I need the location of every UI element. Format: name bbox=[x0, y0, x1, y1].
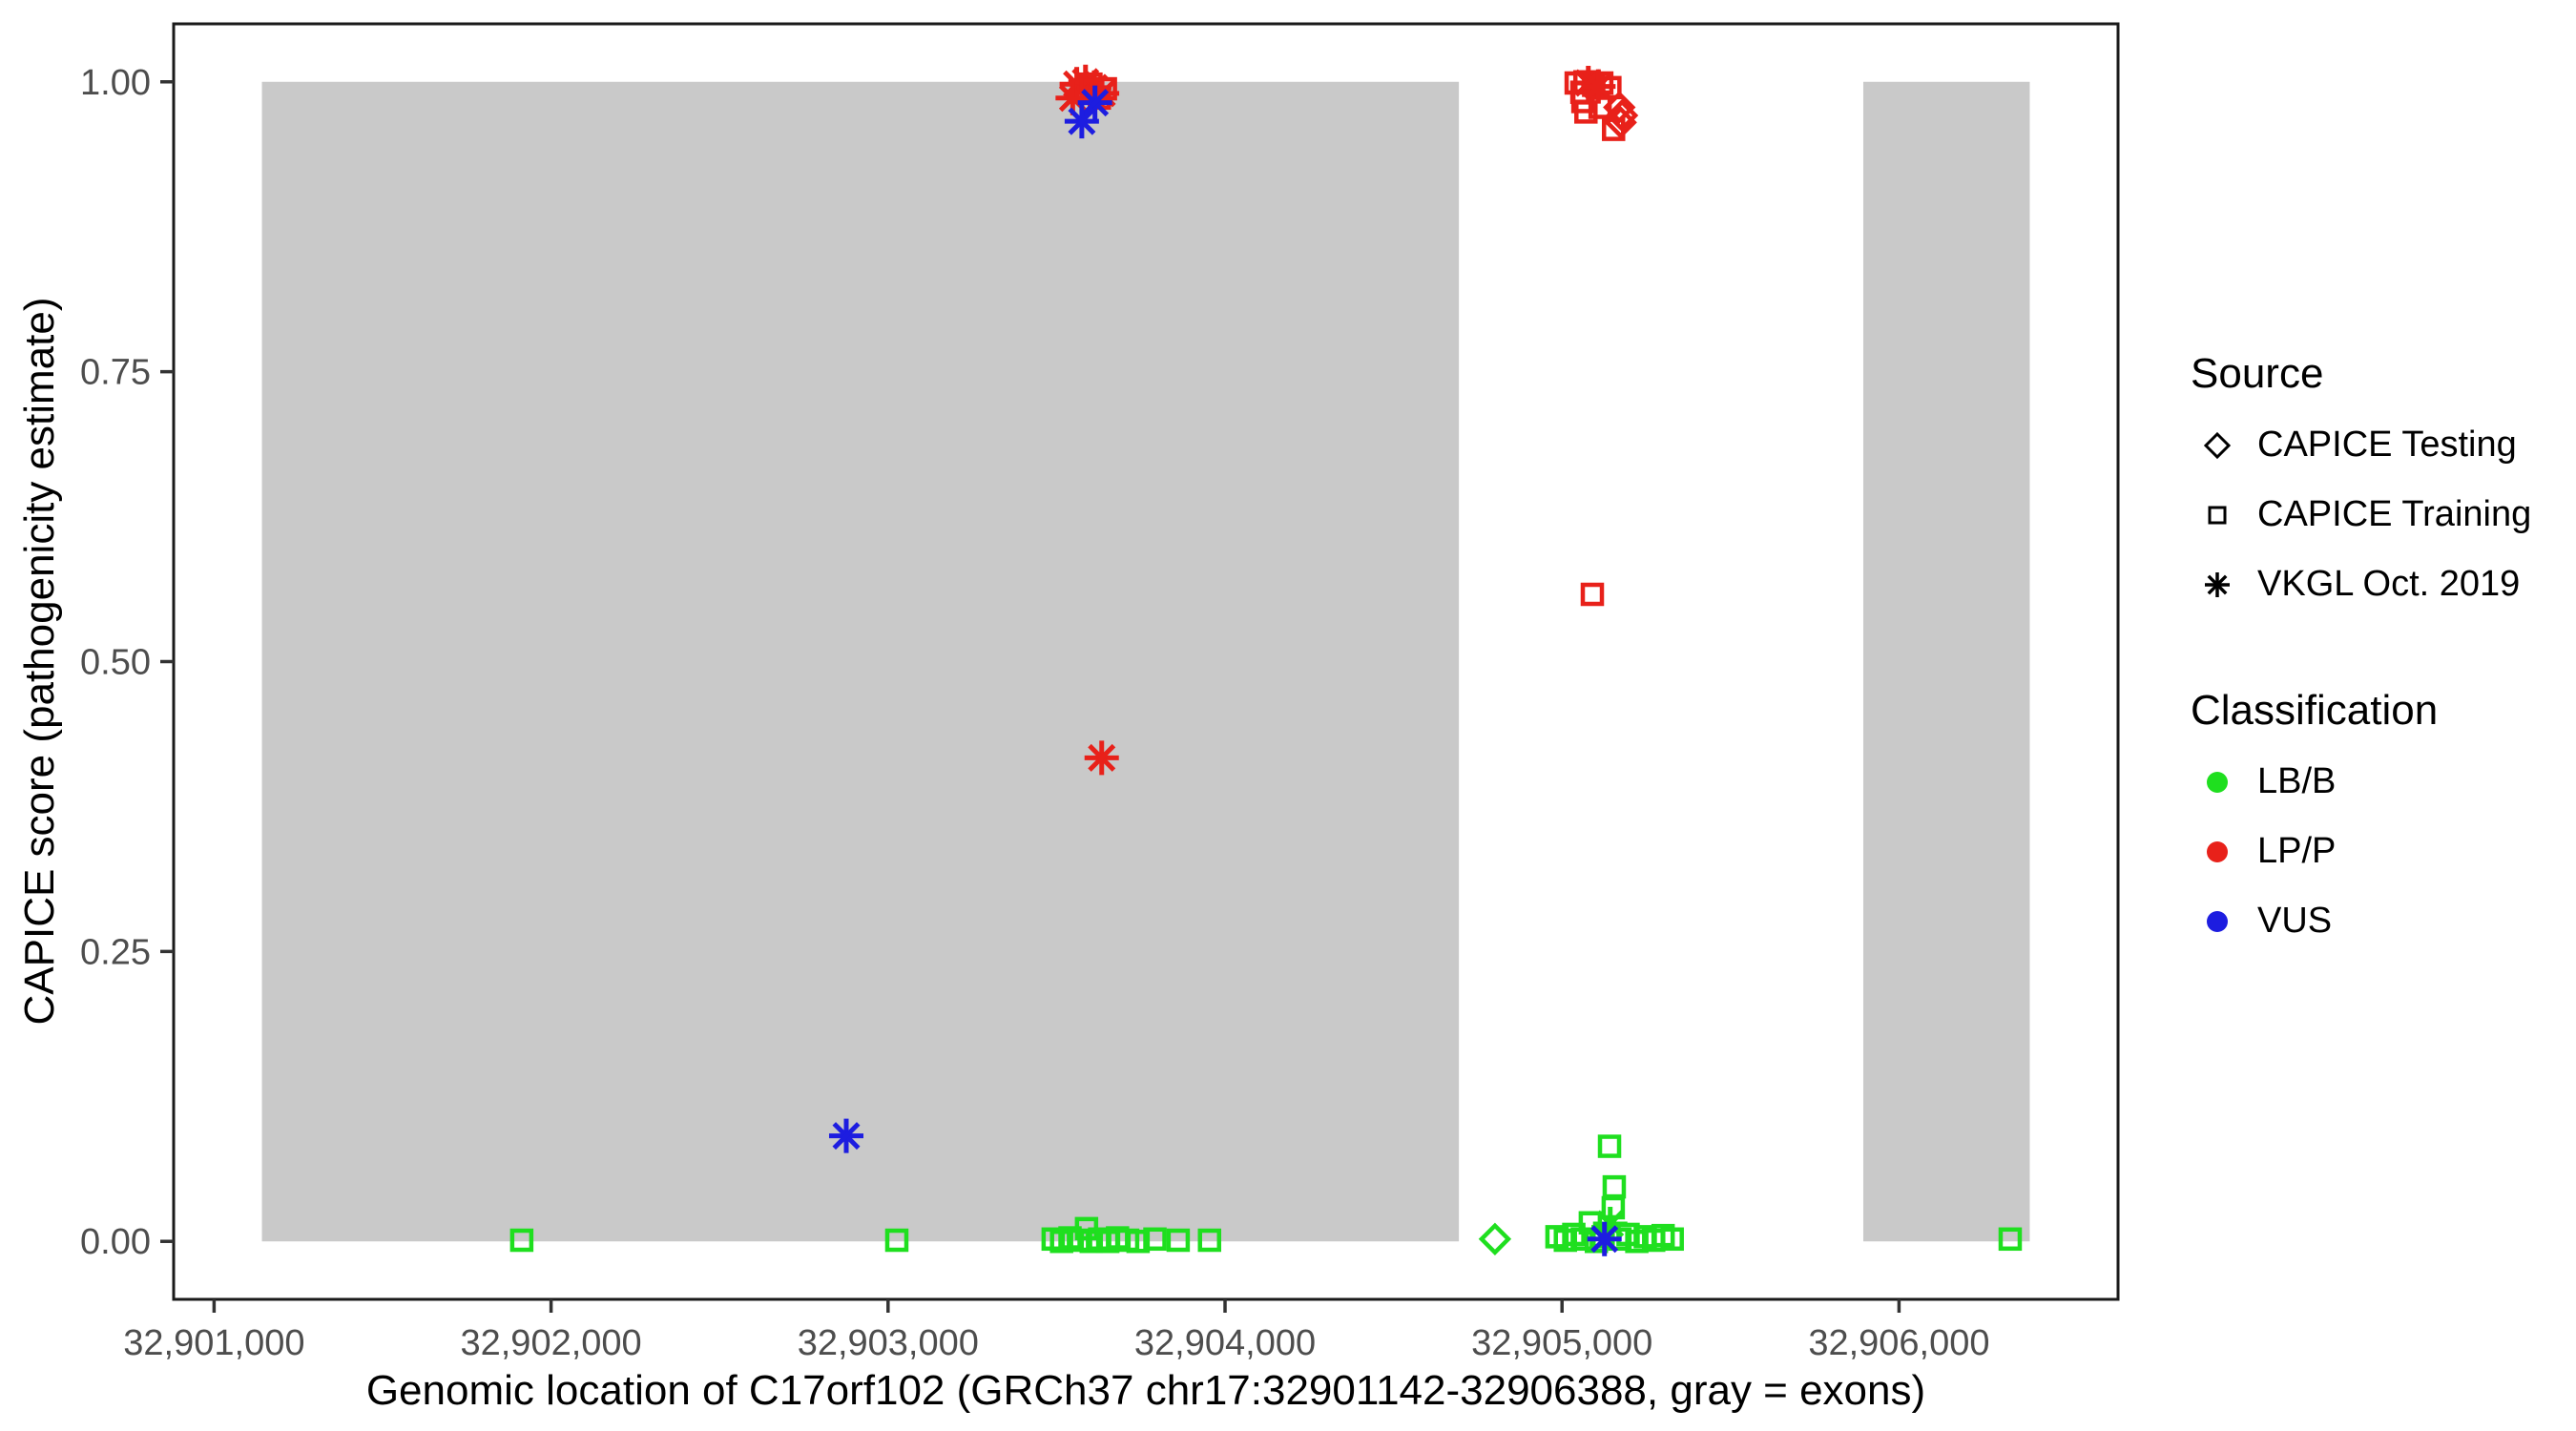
y-axis-title: CAPICE score (pathogenicity estimate) bbox=[16, 297, 63, 1026]
y-tick-label: 0.50 bbox=[80, 643, 151, 683]
data-point bbox=[1602, 1174, 1627, 1199]
data-point bbox=[1597, 1134, 1622, 1158]
legend-symbol bbox=[2191, 759, 2244, 805]
legend-item-label: VKGL Oct. 2019 bbox=[2257, 564, 2521, 604]
legend-symbol bbox=[2191, 562, 2244, 608]
x-tick-label: 32,903,000 bbox=[798, 1323, 979, 1363]
legend-symbol bbox=[2191, 492, 2244, 538]
data-point bbox=[1587, 1221, 1622, 1256]
dot-icon bbox=[2207, 910, 2228, 932]
data-point bbox=[1197, 1228, 1222, 1253]
x-tick-label: 32,905,000 bbox=[1471, 1323, 1652, 1363]
exon-region bbox=[261, 81, 1460, 1242]
legend-item-vkgl-oct-2019: VKGL Oct. 2019 bbox=[2191, 550, 2572, 619]
data-point bbox=[1084, 740, 1119, 776]
data-point bbox=[1581, 69, 1616, 104]
legend-classification-items: LB/B LP/P VUS bbox=[2191, 747, 2572, 956]
legend-symbol bbox=[2191, 829, 2244, 875]
legend-item-lb-b: LB/B bbox=[2191, 747, 2572, 817]
data-point bbox=[1478, 1222, 1512, 1255]
x-tick-label: 32,901,000 bbox=[123, 1323, 304, 1363]
square-icon bbox=[2208, 506, 2227, 524]
legend-item-lp-p: LP/P bbox=[2191, 817, 2572, 886]
data-point bbox=[1126, 1229, 1151, 1254]
data-point bbox=[1603, 91, 1636, 124]
legend-item-vus: VUS bbox=[2191, 886, 2572, 956]
legend-item-label: CAPICE Testing bbox=[2257, 425, 2517, 465]
legend-item-capice-training: CAPICE Training bbox=[2191, 480, 2572, 550]
legend-source-items: CAPICE Testing CAPICE Training VKGL Oct. 2… bbox=[2191, 410, 2572, 619]
data-point bbox=[1660, 1227, 1684, 1252]
legend-item-label: LP/P bbox=[2257, 831, 2337, 871]
legend: Source CAPICE Testing CAPICE Training VKGL… bbox=[2191, 349, 2572, 956]
diamond-icon bbox=[2203, 431, 2232, 459]
data-point bbox=[828, 1118, 863, 1153]
data-point bbox=[884, 1228, 909, 1253]
legend-item-label: LB/B bbox=[2257, 761, 2337, 801]
asterisk-icon bbox=[2205, 571, 2230, 597]
y-tick-label: 0.25 bbox=[80, 932, 151, 972]
data-point bbox=[509, 1228, 534, 1253]
data-point bbox=[1604, 106, 1637, 139]
dot-icon bbox=[2207, 840, 2228, 862]
legend-item-capice-testing: CAPICE Testing bbox=[2191, 410, 2572, 480]
legend-symbol bbox=[2191, 899, 2244, 944]
dot-icon bbox=[2207, 771, 2228, 793]
data-point bbox=[1077, 85, 1112, 120]
legend-item-label: VUS bbox=[2257, 901, 2333, 941]
x-tick-label: 32,904,000 bbox=[1134, 1323, 1316, 1363]
y-tick-label: 1.00 bbox=[80, 63, 151, 103]
y-tick-label: 0.00 bbox=[80, 1222, 151, 1262]
data-point bbox=[1605, 98, 1639, 133]
data-point bbox=[1064, 104, 1099, 139]
x-tick-label: 32,902,000 bbox=[460, 1323, 641, 1363]
legend-item-label: CAPICE Training bbox=[2257, 494, 2532, 534]
data-point bbox=[1580, 582, 1605, 607]
legend-symbol bbox=[2191, 423, 2244, 468]
data-point bbox=[1998, 1227, 2023, 1252]
x-tick-label: 32,906,000 bbox=[1808, 1323, 1989, 1363]
data-point bbox=[1143, 1227, 1167, 1252]
legend-source-title: Source bbox=[2191, 350, 2324, 397]
legend-gap bbox=[2191, 619, 2572, 686]
data-point bbox=[1166, 1228, 1191, 1253]
y-tick-label: 0.75 bbox=[80, 353, 151, 393]
data-point bbox=[1574, 100, 1598, 124]
legend-classification-title: Classification bbox=[2191, 687, 2439, 734]
exon-region bbox=[1862, 81, 2030, 1242]
x-axis-title: Genomic location of C17orf102 (GRCh37 ch… bbox=[365, 1367, 1926, 1414]
